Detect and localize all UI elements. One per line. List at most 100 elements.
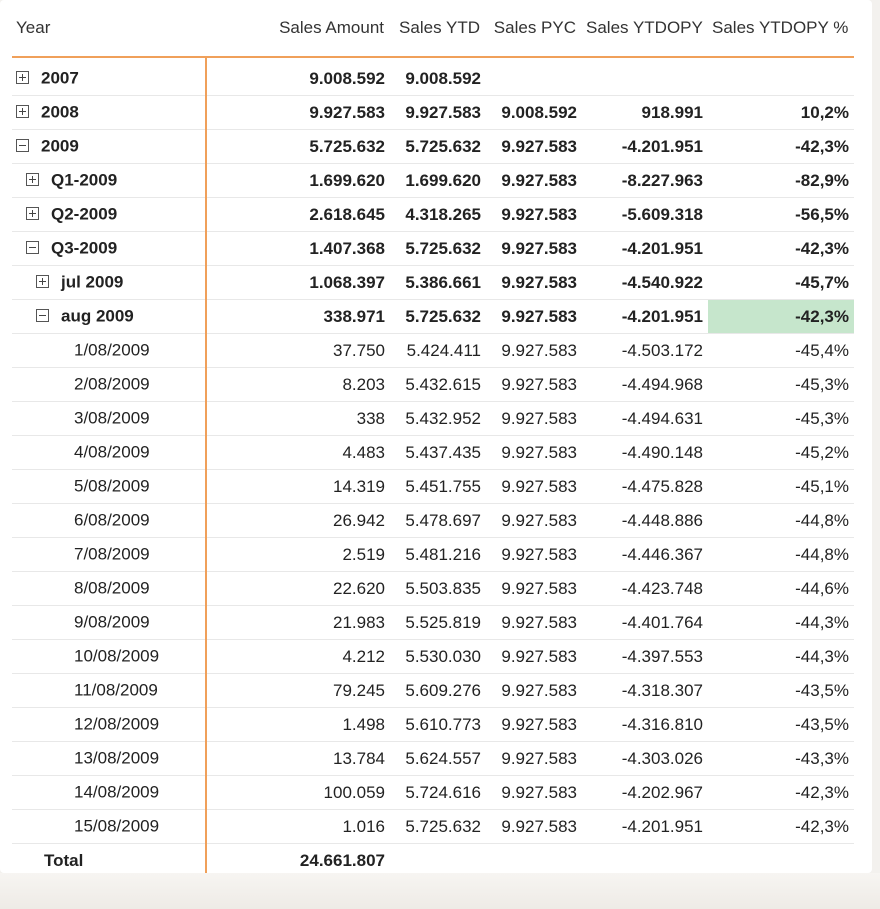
column-header-sales-amount[interactable]: Sales Amount [206, 10, 390, 58]
row-header-cell: 13/08/2009 [12, 741, 207, 776]
expand-plus-icon[interactable] [16, 71, 29, 85]
cell-sales-ytdopy-pct: -43,3% [708, 741, 854, 776]
expand-plus-icon[interactable] [26, 207, 39, 221]
cell-sales-ytd: 5.437.435 [390, 435, 486, 470]
table-row[interactable]: 15/08/2009 1.016 5.725.632 9.927.583 -4.201.… [12, 809, 854, 844]
cell-sales-ytdopy: -4.318.307 [582, 673, 708, 708]
table-row[interactable]: 4/08/2009 4.483 5.437.435 9.927.583 -4.490.1… [12, 435, 854, 470]
cell-sales-pyc: 9.927.583 [486, 639, 582, 674]
table-row[interactable]: 3/08/2009 338 5.432.952 9.927.583 -4.494.631… [12, 401, 854, 436]
cell-sales-ytdopy: -4.540.922 [582, 265, 708, 300]
matrix-body: 2007 9.008.592 9.008.592 2008 9.927.583 9.927… [12, 57, 854, 877]
cell-sales-ytdopy: -4.448.886 [582, 503, 708, 538]
cell-sales-ytd: 5.725.632 [390, 231, 486, 266]
table-row[interactable]: Q2-2009 2.618.645 4.318.265 9.927.583 -5.609… [12, 197, 854, 232]
column-header-year[interactable]: Year [12, 10, 206, 58]
cell-sales-amount: 8.203 [206, 367, 390, 402]
cell-sales-amount: 1.699.620 [206, 163, 390, 198]
row-header-cell: 14/08/2009 [12, 775, 207, 810]
table-row[interactable]: Q3-2009 1.407.368 5.725.632 9.927.583 -4.201… [12, 231, 854, 266]
row-label: Q3-2009 [51, 238, 118, 258]
row-label: 1/08/2009 [74, 340, 150, 360]
table-row[interactable]: 7/08/2009 2.519 5.481.216 9.927.583 -4.446.3… [12, 537, 854, 572]
table-row[interactable]: Q1-2009 1.699.620 1.699.620 9.927.583 -8.227… [12, 163, 854, 198]
cell-sales-ytd: 5.525.819 [390, 605, 486, 640]
expand-plus-icon[interactable] [16, 105, 29, 119]
cell-sales-amount: 14.319 [206, 469, 390, 504]
cell-sales-amount: 4.212 [206, 639, 390, 674]
row-header-cell: jul 2009 [12, 265, 207, 300]
column-header-sales-ytd[interactable]: Sales YTD [390, 10, 486, 58]
cell-sales-amount: 13.784 [206, 741, 390, 776]
column-header-sales-ytdopy[interactable]: Sales YTDOPY [582, 10, 708, 58]
row-label: 4/08/2009 [74, 442, 150, 462]
row-header-cell: 2007 [12, 62, 207, 96]
collapse-minus-icon[interactable] [16, 139, 29, 153]
table-row[interactable]: aug 2009 338.971 5.725.632 9.927.583 -4.201.… [12, 299, 854, 334]
table-row[interactable]: 12/08/2009 1.498 5.610.773 9.927.583 -4.316.… [12, 707, 854, 742]
cell-sales-ytdopy-pct: -42,3% [708, 809, 854, 844]
row-header-cell: aug 2009 [12, 299, 207, 334]
table-row[interactable]: 1/08/2009 37.750 5.424.411 9.927.583 -4.503.… [12, 333, 854, 368]
table-row[interactable]: 9/08/2009 21.983 5.525.819 9.927.583 -4.401.… [12, 605, 854, 640]
table-row[interactable]: 10/08/2009 4.212 5.530.030 9.927.583 -4.397.… [12, 639, 854, 674]
row-label: 2008 [41, 102, 79, 122]
cell-sales-ytdopy: -4.494.968 [582, 367, 708, 402]
table-row[interactable]: 6/08/2009 26.942 5.478.697 9.927.583 -4.448.… [12, 503, 854, 538]
cell-sales-ytdopy: -4.494.631 [582, 401, 708, 436]
cell-sales-ytdopy: -4.503.172 [582, 333, 708, 368]
cell-sales-amount: 9.008.592 [206, 62, 390, 96]
table-row[interactable]: 2009 5.725.632 5.725.632 9.927.583 -4.201.95… [12, 129, 854, 164]
row-label: Q1-2009 [51, 170, 118, 190]
table-row[interactable]: 13/08/2009 13.784 5.624.557 9.927.583 -4.303… [12, 741, 854, 776]
cell-sales-pyc: 9.927.583 [486, 503, 582, 538]
collapse-minus-icon[interactable] [26, 241, 39, 255]
cell-sales-amount: 338.971 [206, 299, 390, 334]
row-header-cell: 5/08/2009 [12, 469, 207, 504]
total-sales-amount: 24.661.807 [299, 850, 385, 870]
cell-sales-ytd: 5.725.632 [390, 299, 486, 334]
expand-plus-icon[interactable] [26, 173, 39, 187]
cell-sales-amount: 1.068.397 [206, 265, 390, 300]
table-row[interactable]: 5/08/2009 14.319 5.451.755 9.927.583 -4.475.… [12, 469, 854, 504]
row-label: jul 2009 [61, 272, 124, 292]
table-row[interactable]: 11/08/2009 79.245 5.609.276 9.927.583 -4.318… [12, 673, 854, 708]
table-row[interactable]: jul 2009 1.068.397 5.386.661 9.927.583 -4.54… [12, 265, 854, 300]
table-row[interactable]: 8/08/2009 22.620 5.503.835 9.927.583 -4.423.… [12, 571, 854, 606]
table-row[interactable]: 2007 9.008.592 9.008.592 [12, 62, 854, 96]
cell-sales-pyc: 9.927.583 [486, 367, 582, 402]
cell-sales-ytdopy: 918.991 [582, 95, 708, 130]
cell-sales-amount: 2.519 [206, 537, 390, 572]
cell-sales-ytdopy: -4.446.367 [582, 537, 708, 572]
cell-sales-ytd: 5.478.697 [390, 503, 486, 538]
cell-sales-amount: 26.942 [206, 503, 390, 538]
column-header-sales-pyc[interactable]: Sales PYC [486, 10, 582, 58]
cell-sales-amount: 338 [206, 401, 390, 436]
expand-plus-icon[interactable] [36, 275, 49, 289]
cell-sales-pyc: 9.927.583 [486, 435, 582, 470]
cell-sales-pyc: 9.927.583 [486, 231, 582, 266]
table-row[interactable]: 2/08/2009 8.203 5.432.615 9.927.583 -4.494.9… [12, 367, 854, 402]
cell-sales-ytdopy-pct: -45,2% [708, 435, 854, 470]
row-header-cell: 2009 [12, 129, 207, 164]
cell-sales-ytd: 5.725.632 [390, 809, 486, 844]
table-row[interactable]: 2008 9.927.583 9.927.583 9.008.592 918.991 10… [12, 95, 854, 130]
row-header-cell: Q3-2009 [12, 231, 207, 266]
column-header-sales-ytdopy-pct[interactable]: Sales YTDOPY % [708, 10, 854, 58]
cell-sales-amount: 1.498 [206, 707, 390, 742]
cell-sales-pyc: 9.927.583 [486, 299, 582, 334]
cell-sales-pyc: 9.927.583 [486, 775, 582, 810]
cell-sales-pyc: 9.927.583 [486, 333, 582, 368]
total-sales-ytdopy-pct [708, 844, 854, 878]
table-row[interactable]: 14/08/2009 100.059 5.724.616 9.927.583 -4.20… [12, 775, 854, 810]
cell-sales-ytd: 1.699.620 [390, 163, 486, 198]
header-row: Year Sales Amount Sales YTD Sales PYC Sa… [12, 10, 854, 58]
cell-sales-ytd: 5.503.835 [390, 571, 486, 606]
collapse-minus-icon[interactable] [36, 309, 49, 323]
cell-sales-ytd: 5.432.952 [390, 401, 486, 436]
cell-sales-ytdopy-pct: -42,3% [708, 231, 854, 266]
cell-sales-ytdopy [582, 62, 708, 96]
cell-sales-ytdopy: -4.490.148 [582, 435, 708, 470]
cell-sales-ytdopy: -4.201.951 [582, 129, 708, 164]
row-header-cell: 7/08/2009 [12, 537, 207, 572]
